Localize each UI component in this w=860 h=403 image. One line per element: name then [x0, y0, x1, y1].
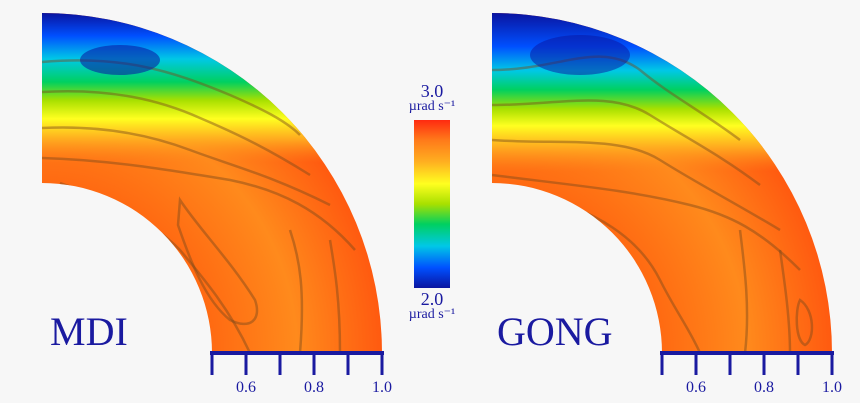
gong-contour-3 — [492, 138, 781, 232]
colorbar — [414, 120, 450, 288]
mdi-contour-4 — [42, 156, 356, 251]
gong-contour-4 — [492, 173, 801, 271]
gong-tick-label-1: 0.8 — [754, 379, 774, 396]
mdi-panel-label: MDI — [50, 309, 128, 354]
gong-polar-minimum — [530, 35, 630, 75]
mdi-contour-7 — [288, 229, 304, 353]
colorbar-min-unit: µrad s⁻¹ — [408, 307, 456, 322]
mdi-contour-2 — [42, 90, 311, 177]
mdi-tick-label-2: 1.0 — [372, 379, 392, 396]
gong-panel-label: GONG — [497, 309, 613, 354]
mdi-contour-8 — [328, 239, 342, 353]
gong-contour-6 — [738, 229, 749, 353]
mdi-contour-3 — [42, 126, 331, 207]
gong-contour-8 — [795, 298, 814, 347]
mdi-tick-label-0: 0.6 — [236, 379, 256, 396]
gong-tick-label-2: 1.0 — [822, 379, 842, 396]
colorbar-max-label: 3.0 — [420, 81, 444, 101]
colorbar-max-unit: µrad s⁻¹ — [408, 99, 456, 114]
colorbar-min-label: 2.0 — [420, 289, 444, 309]
gong-radius-axis — [660, 351, 834, 375]
mdi-contour-6 — [176, 196, 259, 326]
gong-polar-field — [492, 13, 832, 253]
gong-tick-label-0: 0.6 — [686, 379, 706, 396]
mdi-tick-label-1: 0.8 — [304, 379, 324, 396]
mdi-polar-minimum — [80, 45, 160, 75]
gong-contour-7 — [778, 249, 792, 353]
gong-contour-2 — [492, 99, 761, 187]
mdi-radius-axis — [210, 351, 384, 375]
